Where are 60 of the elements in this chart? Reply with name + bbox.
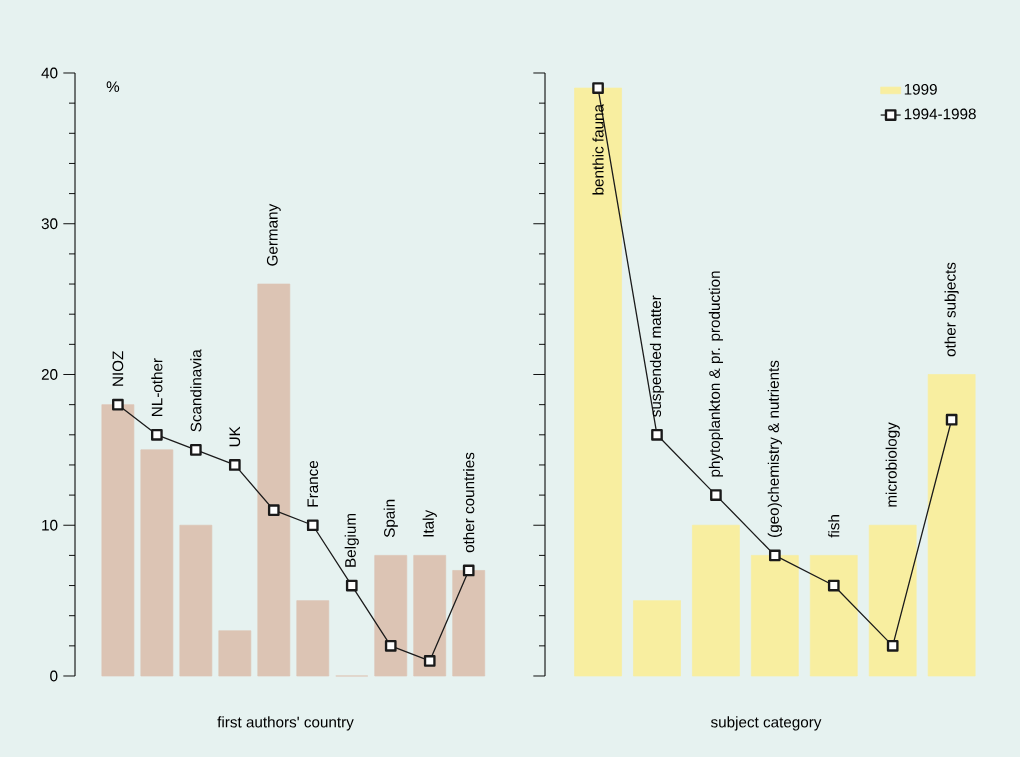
x-tick-label: suspended matter (649, 295, 665, 417)
bar (927, 374, 976, 677)
bar (257, 283, 291, 677)
point (651, 428, 663, 441)
x-axis-title: first authors' country (217, 716, 354, 731)
x-tick-label: NL-other (151, 358, 163, 416)
bar (296, 600, 330, 677)
y-tick-label: 20 (41, 369, 58, 380)
bar (809, 555, 858, 677)
y-tick-label: 30 (41, 218, 58, 230)
y-tick-label: 10 (42, 519, 58, 531)
point (945, 413, 958, 426)
bar (413, 555, 447, 677)
bar (101, 404, 135, 677)
y-axis-title: % (106, 81, 120, 92)
x-tick-label: other subjects (944, 262, 959, 357)
bar (140, 449, 174, 677)
point (112, 398, 124, 411)
point (710, 489, 722, 501)
point (306, 519, 319, 532)
point (189, 444, 202, 456)
bar (179, 524, 213, 677)
bar (633, 600, 681, 677)
x-tick-label: Italy (422, 509, 437, 537)
point (768, 549, 781, 562)
bar (218, 630, 252, 677)
point (462, 564, 475, 577)
bar (574, 87, 622, 677)
point (827, 579, 840, 592)
bar (750, 555, 799, 677)
point (228, 459, 241, 471)
legend-label: 1994-1998 (904, 108, 976, 120)
bar (452, 570, 486, 677)
x-tick-label: microbiology (885, 422, 900, 507)
x-tick-label: Belgium (344, 513, 359, 567)
point (384, 639, 397, 652)
point (345, 579, 358, 592)
x-tick-label: Spain (383, 499, 398, 538)
x-tick-label: fish (828, 515, 840, 538)
x-tick-label: other countries (463, 452, 475, 553)
y-tick-label: 0 (50, 670, 58, 682)
point (267, 504, 280, 517)
point (592, 82, 604, 94)
bar (868, 524, 917, 677)
x-axis-title: subject category (710, 716, 822, 731)
point (886, 639, 899, 652)
legend-label: 1999 (904, 83, 937, 95)
x-tick-label: phytoplankton & pr. production (708, 271, 724, 477)
bar (692, 524, 740, 677)
x-tick-label: NIOZ (112, 351, 124, 386)
x-tick-label: Scandinavia (190, 349, 202, 432)
x-tick-label: UK (229, 426, 241, 447)
point (423, 655, 436, 667)
point (151, 428, 163, 441)
x-tick-label: Germany (266, 203, 281, 266)
x-tick-label: France (307, 460, 319, 507)
y-tick-label: 40 (41, 67, 58, 79)
bar (374, 555, 408, 677)
x-tick-label: benthic fauna (592, 104, 604, 195)
x-tick-label: (geo)chemistry & nutrients (767, 360, 782, 537)
